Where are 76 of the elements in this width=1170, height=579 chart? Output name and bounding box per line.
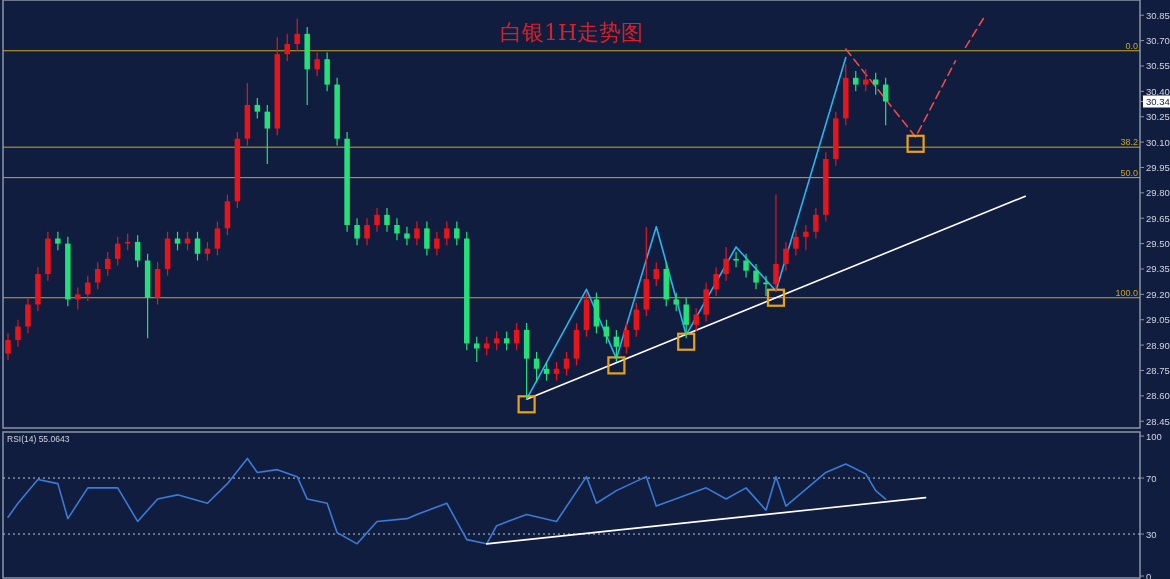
- candlestick: [753, 263, 759, 290]
- y-tick-label: 30.10: [1146, 136, 1170, 148]
- candlestick: [882, 77, 889, 126]
- y-tick-label: 30.55: [1146, 60, 1170, 72]
- annotation: 50.0: [1120, 167, 1138, 178]
- y-tick-label: 29.95: [1146, 161, 1170, 173]
- y-tick-label: 29.35: [1146, 263, 1170, 275]
- line-series: [7, 457, 887, 545]
- candlestick: [394, 217, 400, 241]
- y-tick-label: 29.20: [1146, 288, 1170, 300]
- y-tick-label: 29.80: [1146, 187, 1170, 199]
- y-tick-label: 100: [1146, 430, 1162, 442]
- candlestick: [424, 221, 430, 257]
- candlestick: [25, 297, 31, 334]
- candlestick: [294, 18, 300, 52]
- candlestick: [434, 231, 440, 257]
- candlestick: [623, 322, 630, 355]
- candlestick: [693, 307, 699, 333]
- y-tick-label: 28.60: [1146, 390, 1170, 402]
- point: [677, 332, 696, 351]
- chart-title: RSI(14) 55.0643: [7, 434, 70, 444]
- candlestick: [314, 51, 320, 77]
- candlestick: [813, 207, 819, 240]
- annotation: 100.0: [1115, 287, 1138, 298]
- y-tick-label: 29.50: [1146, 238, 1170, 250]
- candlestick: [773, 193, 779, 292]
- candlestick: [733, 251, 739, 268]
- point: [607, 356, 626, 375]
- y-tick-label: 30.70: [1146, 35, 1170, 47]
- candlestick: [95, 261, 101, 290]
- annotation: 38.2: [1120, 137, 1138, 148]
- candlestick: [264, 104, 271, 165]
- y-tick-label: 28.75: [1146, 364, 1170, 376]
- y-tick-label: 0: [1146, 570, 1152, 579]
- y-tick-label: 29.65: [1146, 212, 1170, 224]
- candlestick: [364, 217, 370, 246]
- y-tick-label: 30.40: [1146, 85, 1170, 97]
- candlestick: [603, 319, 610, 345]
- candlestick: [55, 231, 61, 251]
- candlestick: [633, 302, 640, 338]
- point: [906, 134, 925, 153]
- candlestick: [713, 266, 719, 297]
- annotation: 0.0: [1125, 40, 1138, 51]
- text: 白银1H走势图: [499, 20, 644, 45]
- candlestick: [853, 70, 859, 92]
- y-tick-label: 30.85: [1146, 9, 1170, 21]
- candlestick: [673, 292, 679, 312]
- y-tick-label: 28.90: [1146, 339, 1170, 351]
- y-tick-label: 30.25: [1146, 111, 1170, 123]
- candlestick: [384, 207, 390, 233]
- y-tick-label: 28.45: [1146, 415, 1170, 427]
- candlestick: [783, 241, 789, 272]
- point: [766, 288, 786, 307]
- candlestick: [793, 229, 799, 257]
- point: [517, 395, 536, 414]
- y-tick-label: 30: [1146, 528, 1157, 540]
- candlestick: [134, 234, 141, 268]
- candlestick: [454, 221, 460, 246]
- candlestick: [723, 246, 729, 282]
- candlestick: [15, 319, 21, 348]
- candlestick: [5, 332, 11, 361]
- candlestick: [414, 221, 420, 246]
- y-tick-label: 30.34: [1146, 96, 1170, 107]
- candlestick: [444, 221, 450, 246]
- candlestick: [254, 97, 261, 120]
- y-tick-label: 70: [1146, 472, 1157, 484]
- y-tick-label: 29.05: [1146, 314, 1170, 326]
- candlestick: [374, 207, 380, 233]
- candlestick: [803, 224, 809, 251]
- candlestick: [75, 286, 81, 311]
- candlestick: [743, 253, 749, 279]
- candlestick: [214, 221, 221, 257]
- candlestick: [85, 275, 91, 302]
- candlestick: [354, 217, 360, 246]
- candlestick: [404, 226, 410, 246]
- candlestick: [683, 297, 689, 339]
